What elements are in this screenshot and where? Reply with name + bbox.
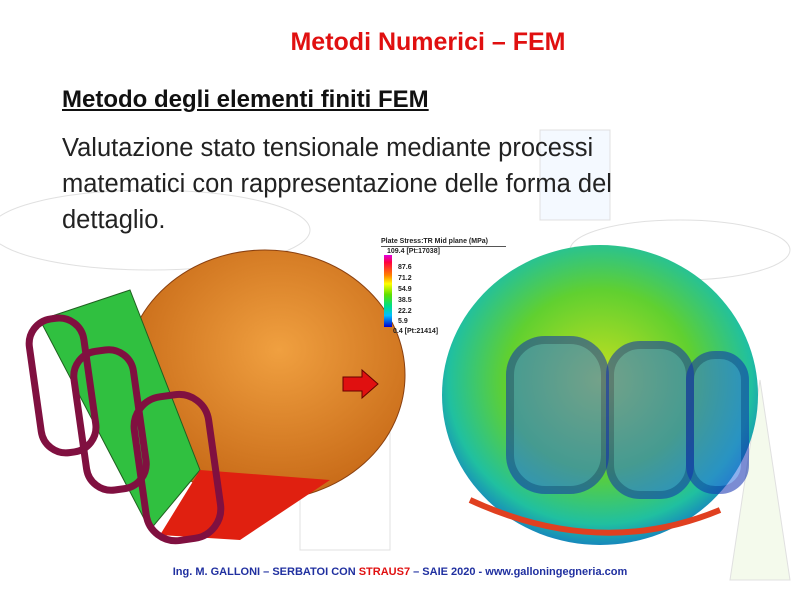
footer-software: STRAUS7 [358,566,411,578]
legend-value: 54.9 [398,286,412,293]
stress-legend: Plate Stress:TR Mid plane (MPa) 109.4 [P… [381,238,506,335]
body-line-3: dettaglio. [62,206,166,234]
fem-mesh-model [25,249,406,545]
body-line-2: matematici con rappresentazione delle fo… [62,170,612,198]
legend-max: 109.4 [Pt:17038] [387,248,440,255]
slide-heading: Metodo degli elementi finiti FEM [62,86,429,113]
background-drawings [0,129,791,581]
fem-stress-model [442,245,758,545]
legend-color-bar [384,255,392,327]
legend-value: 87.6 [398,264,412,271]
legend-value: 22.2 [398,308,412,315]
footer-author: Ing. M. GALLONI – SERBATOI CON [172,566,359,578]
legend-min: 0.4 [Pt:21414] [393,328,439,335]
legend-value: 71.2 [398,275,412,282]
legend-value: 5.9 [398,318,408,325]
legend-title: Plate Stress:TR Mid plane (MPa) [381,238,506,247]
legend-value: 38.5 [398,297,412,304]
footer-event: – SAIE 2020 - www.galloningegneria.com [410,566,628,578]
slide-title: Metodi Numerici – FEM [290,28,566,56]
body-line-1: Valutazione stato tensionale mediante pr… [62,134,594,162]
slide-footer: Ing. M. GALLONI – SERBATOI CON STRAUS7 –… [0,566,800,578]
arrow-right-icon [342,368,379,400]
